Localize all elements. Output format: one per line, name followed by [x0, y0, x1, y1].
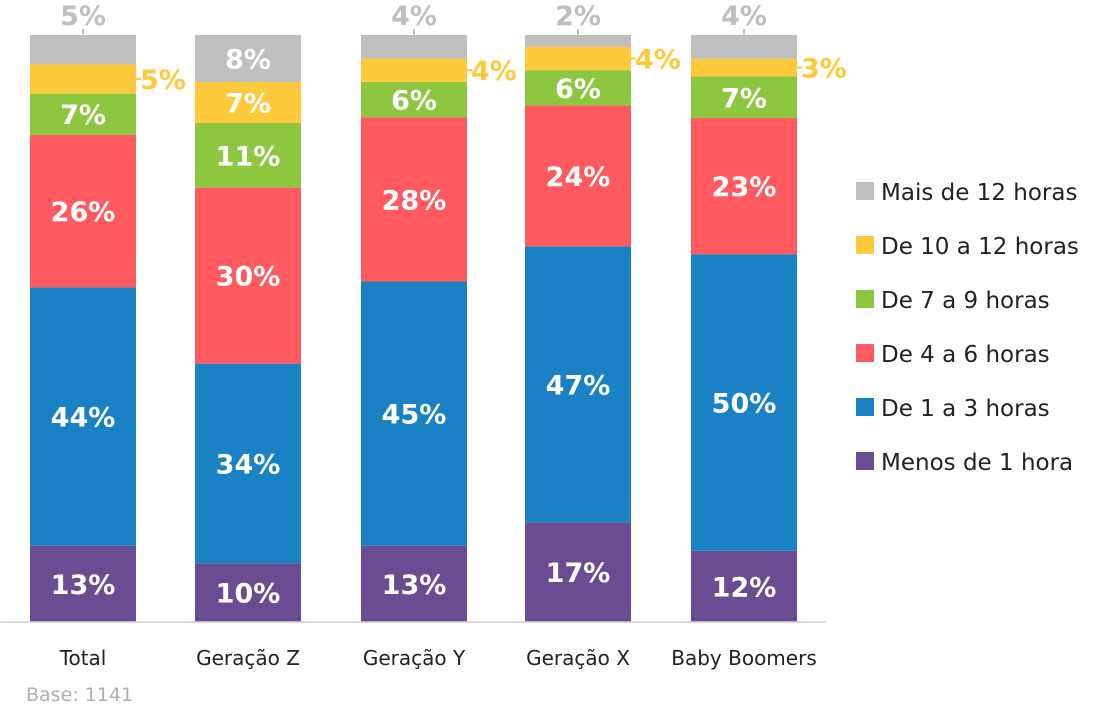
legend-label: De 1 a 3 horas [881, 396, 1050, 422]
segment-de-7-a-9-horas [691, 76, 797, 119]
legend-label: Menos de 1 hora [881, 450, 1073, 476]
category-label: Total [59, 646, 107, 670]
legend-label: De 10 a 12 horas [881, 234, 1079, 260]
segment-de-1-a-3-horas [30, 287, 136, 546]
base-footnote: Base: 1141 [26, 684, 133, 704]
data-label: 50% [712, 389, 777, 420]
data-label: 23% [712, 172, 777, 203]
legend-item-de-1-a-3-horas: De 1 a 3 horas [856, 396, 1050, 422]
bar-geracao-x: 17% 47% 24% 6% 4% 2% [525, 1, 681, 622]
data-label: 13% [382, 570, 447, 601]
segment-de-7-a-9-horas [30, 93, 136, 135]
data-label: 30% [216, 262, 281, 293]
bar-geracao-y: 13% 45% 28% 6% 4% 4% [361, 1, 517, 622]
data-label: 4% [721, 1, 767, 32]
segment-mais-de-12-horas [30, 35, 136, 65]
legend: Mais de 12 horas De 10 a 12 horas De 7 a 9… [856, 180, 1079, 476]
legend-swatch [856, 344, 874, 362]
segment-de-1-a-3-horas [195, 363, 301, 564]
category-labels: Total Geração Z Geração Y Geração X Baby Boo… [59, 646, 817, 670]
segment-de-10-a-12-horas [691, 58, 797, 77]
legend-item-de-4-a-6-horas: De 4 a 6 horas [856, 342, 1050, 368]
data-label: 47% [546, 370, 611, 401]
segment-de-1-a-3-horas [691, 254, 797, 551]
legend-swatch [856, 398, 874, 416]
legend-item-de-10-a-12-horas: De 10 a 12 horas [856, 234, 1079, 260]
data-label: 26% [51, 197, 116, 228]
segment-mais-de-12-horas [691, 35, 797, 59]
legend-swatch [856, 290, 874, 308]
data-label: 6% [555, 74, 601, 105]
segment-de-4-a-6-horas [361, 117, 467, 282]
category-label: Geração Y [363, 646, 466, 670]
legend-swatch [856, 182, 874, 200]
segment-menos-de-1-hora [30, 545, 136, 622]
data-label: 11% [216, 141, 281, 172]
segment-menos-de-1-hora [195, 563, 301, 622]
segment-de-1-a-3-horas [525, 246, 631, 523]
data-label: 24% [546, 162, 611, 193]
data-label: 34% [216, 450, 281, 481]
segment-mais-de-12-horas [195, 35, 301, 82]
data-label: 44% [51, 403, 116, 434]
data-label: 3% [801, 54, 847, 85]
legend-swatch [856, 236, 874, 254]
data-label: 10% [216, 579, 281, 610]
segment-mais-de-12-horas [361, 35, 467, 59]
segment-de-4-a-6-horas [691, 118, 797, 255]
bar-total: 13% 44% 26% 7% 5% 5% [30, 1, 186, 622]
data-label: 5% [60, 1, 106, 32]
segment-de-10-a-12-horas [525, 46, 631, 71]
category-label: Baby Boomers [671, 646, 817, 670]
bars: 13% 44% 26% 7% 5% 5% 10% 34% 30% 11% 7% 8% 13% 45% 28%… [30, 1, 847, 622]
legend-label: De 4 a 6 horas [881, 342, 1050, 368]
data-label: 17% [546, 558, 611, 589]
data-label: 7% [60, 100, 106, 131]
segment-menos-de-1-hora [691, 550, 797, 622]
data-label: 6% [391, 86, 437, 117]
segment-menos-de-1-hora [361, 545, 467, 622]
data-label: 12% [712, 572, 777, 603]
data-label: 28% [382, 185, 447, 216]
segment-de-10-a-12-horas [30, 64, 136, 94]
data-label: 13% [51, 570, 116, 601]
segment-menos-de-1-hora [525, 522, 631, 622]
category-label: Geração Z [196, 646, 300, 670]
segment-de-4-a-6-horas [195, 187, 301, 364]
data-label: 2% [555, 1, 601, 32]
segment-mais-de-12-horas [525, 35, 631, 47]
data-label: 4% [391, 1, 437, 32]
data-label: 45% [382, 400, 447, 431]
legend-item-mais-de-12-horas: Mais de 12 horas [856, 180, 1077, 206]
category-label: Geração X [526, 646, 630, 670]
segment-de-7-a-9-horas [361, 81, 467, 118]
legend-swatch [856, 452, 874, 470]
bar-geracao-z: 10% 34% 30% 11% 7% 8% [195, 35, 301, 622]
legend-label: De 7 a 9 horas [881, 288, 1050, 314]
segment-de-1-a-3-horas [361, 281, 467, 546]
segment-de-7-a-9-horas [195, 123, 301, 188]
legend-label: Mais de 12 horas [881, 180, 1077, 206]
legend-item-de-7-a-9-horas: De 7 a 9 horas [856, 288, 1050, 314]
data-label: 8% [225, 44, 271, 75]
bar-baby-boomers: 12% 50% 23% 7% 3% 4% [691, 1, 847, 622]
data-label: 4% [635, 44, 681, 75]
segment-de-4-a-6-horas [30, 134, 136, 288]
segment-de-10-a-12-horas [195, 81, 301, 124]
data-label: 5% [140, 65, 186, 96]
segment-de-4-a-6-horas [525, 105, 631, 247]
legend-item-menos-de-1-hora: Menos de 1 hora [856, 450, 1073, 476]
segment-de-7-a-9-horas [525, 70, 631, 106]
data-label: 7% [225, 89, 271, 120]
data-label: 4% [471, 56, 517, 87]
segment-de-10-a-12-horas [361, 58, 467, 82]
data-label: 7% [721, 83, 767, 114]
